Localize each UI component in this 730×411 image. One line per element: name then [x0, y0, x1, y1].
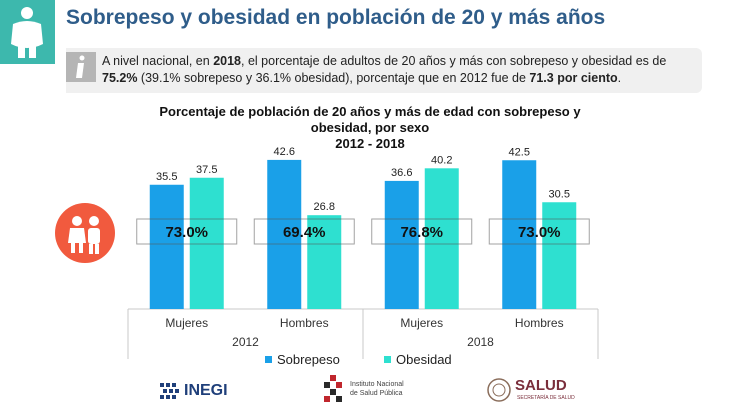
chart-title: Porcentaje de población de 20 años y más…: [120, 104, 620, 152]
info-icon: [66, 52, 96, 82]
insp-name-line: de Salud Pública: [350, 390, 403, 397]
bar-obesidad: [542, 202, 577, 309]
total-label: 76.8%: [400, 224, 443, 241]
data-label: 36.6: [391, 167, 412, 179]
seal-icon: [487, 378, 511, 402]
page-title: Sobrepeso y obesidad en población de 20 …: [66, 6, 606, 29]
bar-sobrepeso: [267, 159, 302, 309]
data-label: 37.5: [196, 164, 217, 176]
data-label: 40.2: [431, 154, 452, 166]
total-box: [371, 218, 473, 245]
bar-obesidad: [189, 177, 224, 309]
insp-name-line: Instituto Nacional: [350, 381, 404, 388]
chart-title-line: obesidad, por sexo: [310, 120, 430, 135]
legend-label: Sobrepeso: [277, 352, 340, 367]
data-label: 26.8: [314, 201, 335, 213]
chart-title-line: Porcentaje de población de 20 años y más…: [159, 104, 581, 119]
total-box: [253, 218, 355, 245]
salud-logo: SALUD SECRETARÍA DE SALUD: [487, 374, 587, 408]
salud-subtitle: SECRETARÍA DE SALUD: [517, 395, 575, 401]
info-text: A nivel nacional, en 2018, el porcentaje…: [102, 53, 702, 87]
chart-title-line: 2012 - 2018: [335, 136, 405, 151]
bar-sobrepeso: [502, 160, 537, 309]
category-label: Mujeres: [400, 316, 443, 330]
group-label: 2018: [467, 335, 494, 349]
info-percentage: 75.2%: [102, 71, 138, 85]
person-icon: [0, 0, 55, 64]
total-box: [488, 218, 590, 245]
data-label: 30.5: [549, 188, 570, 200]
info-previous: 71.3 por ciento: [529, 71, 618, 85]
legend-label: Obesidad: [396, 352, 452, 367]
legend-item-sobrepeso: Sobrepeso: [265, 352, 340, 367]
insp-mark-icon: [324, 375, 342, 402]
bar-obesidad: [424, 168, 459, 309]
category-label: Mujeres: [165, 316, 208, 330]
category-label: Hombres: [515, 316, 564, 330]
category-label: Hombres: [280, 316, 329, 330]
total-label: 69.4%: [283, 224, 326, 241]
total-label: 73.0%: [165, 224, 208, 241]
info-box: [66, 48, 702, 93]
legend-swatch-sobrepeso: [265, 356, 272, 363]
total-box: [136, 218, 238, 245]
info-text-part: , el porcentaje de adultos de 20 años y …: [241, 54, 667, 68]
bar-sobrepeso: [384, 180, 419, 309]
info-text-part: .: [617, 71, 622, 85]
couple-icon: [55, 203, 115, 263]
salud-wordmark: SALUD: [515, 377, 567, 394]
legend-item-obesidad: Obesidad: [384, 352, 452, 367]
info-text-part: A nivel nacional, en: [102, 54, 214, 68]
bar-sobrepeso: [149, 184, 184, 309]
info-year: 2018: [213, 54, 242, 68]
inegi-logo: INEGI: [160, 378, 250, 404]
footer-logos: INEGI Instituto Nacional de Salud Públic…: [0, 374, 730, 408]
info-text-part: (39.1% sobrepeso y 36.1% obesidad), porc…: [137, 71, 530, 85]
legend-swatch-obesidad: [384, 356, 391, 363]
insp-logo: Instituto Nacional de Salud Pública: [320, 374, 430, 406]
group-label: 2012: [232, 335, 259, 349]
inegi-mark-icon: [160, 383, 179, 399]
bar-obesidad: [307, 215, 342, 309]
data-label: 35.5: [156, 171, 177, 183]
inegi-wordmark: INEGI: [184, 382, 228, 399]
total-label: 73.0%: [518, 224, 561, 241]
